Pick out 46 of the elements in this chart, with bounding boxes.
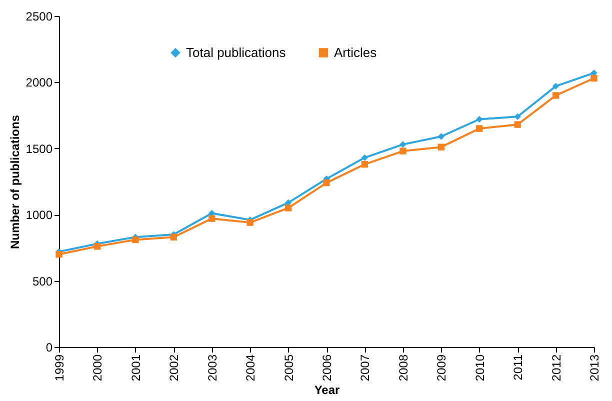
y-tick-label: 0 — [46, 340, 53, 354]
point — [208, 215, 216, 222]
point — [94, 243, 101, 250]
x-tick-label: 2002 — [167, 354, 182, 382]
x-tick-label: 2009 — [434, 354, 449, 382]
point — [552, 82, 560, 90]
point — [400, 148, 406, 154]
x-tick-label: 2011 — [511, 354, 526, 380]
y-tick-label: 2000 — [26, 76, 53, 90]
point — [361, 160, 368, 168]
y-axis-title: Number of publications — [8, 114, 22, 250]
x-tick-label: 2008 — [396, 354, 410, 382]
point — [438, 144, 444, 150]
x-tick-label: 2006 — [320, 354, 334, 382]
y-tick-label: 2500 — [26, 10, 53, 24]
x-tick-label: 2004 — [244, 354, 258, 382]
point — [132, 236, 139, 244]
x-tick-label: 2013 — [588, 354, 602, 382]
point — [590, 74, 598, 82]
point — [246, 219, 254, 226]
legend-label: Total publications — [186, 44, 286, 60]
point — [514, 113, 521, 120]
point — [400, 141, 406, 148]
x-tick-label: 2003 — [205, 354, 220, 382]
x-tick-label: 1999 — [52, 354, 66, 382]
y-tick-label: 500 — [32, 274, 53, 288]
point — [56, 250, 62, 258]
point — [514, 121, 521, 128]
point — [361, 154, 368, 162]
legend-label: Articles — [334, 44, 378, 60]
point — [552, 92, 560, 99]
point — [323, 179, 330, 186]
x-tick-label: 2001 — [128, 354, 143, 382]
x-tick-label: 2005 — [282, 354, 296, 382]
point — [170, 234, 177, 240]
x-tick-label: 2000 — [90, 354, 105, 382]
point — [476, 125, 483, 132]
x-tick-label: 2012 — [549, 354, 564, 382]
point — [476, 116, 483, 123]
point — [438, 133, 444, 140]
y-tick-label: 1000 — [26, 208, 53, 222]
x-tick-label: 2007 — [358, 354, 372, 382]
y-tick-label: 1500 — [26, 142, 53, 156]
x-tick-label: 2010 — [472, 354, 487, 382]
x-axis-title: Year — [314, 383, 340, 398]
point — [284, 204, 292, 212]
